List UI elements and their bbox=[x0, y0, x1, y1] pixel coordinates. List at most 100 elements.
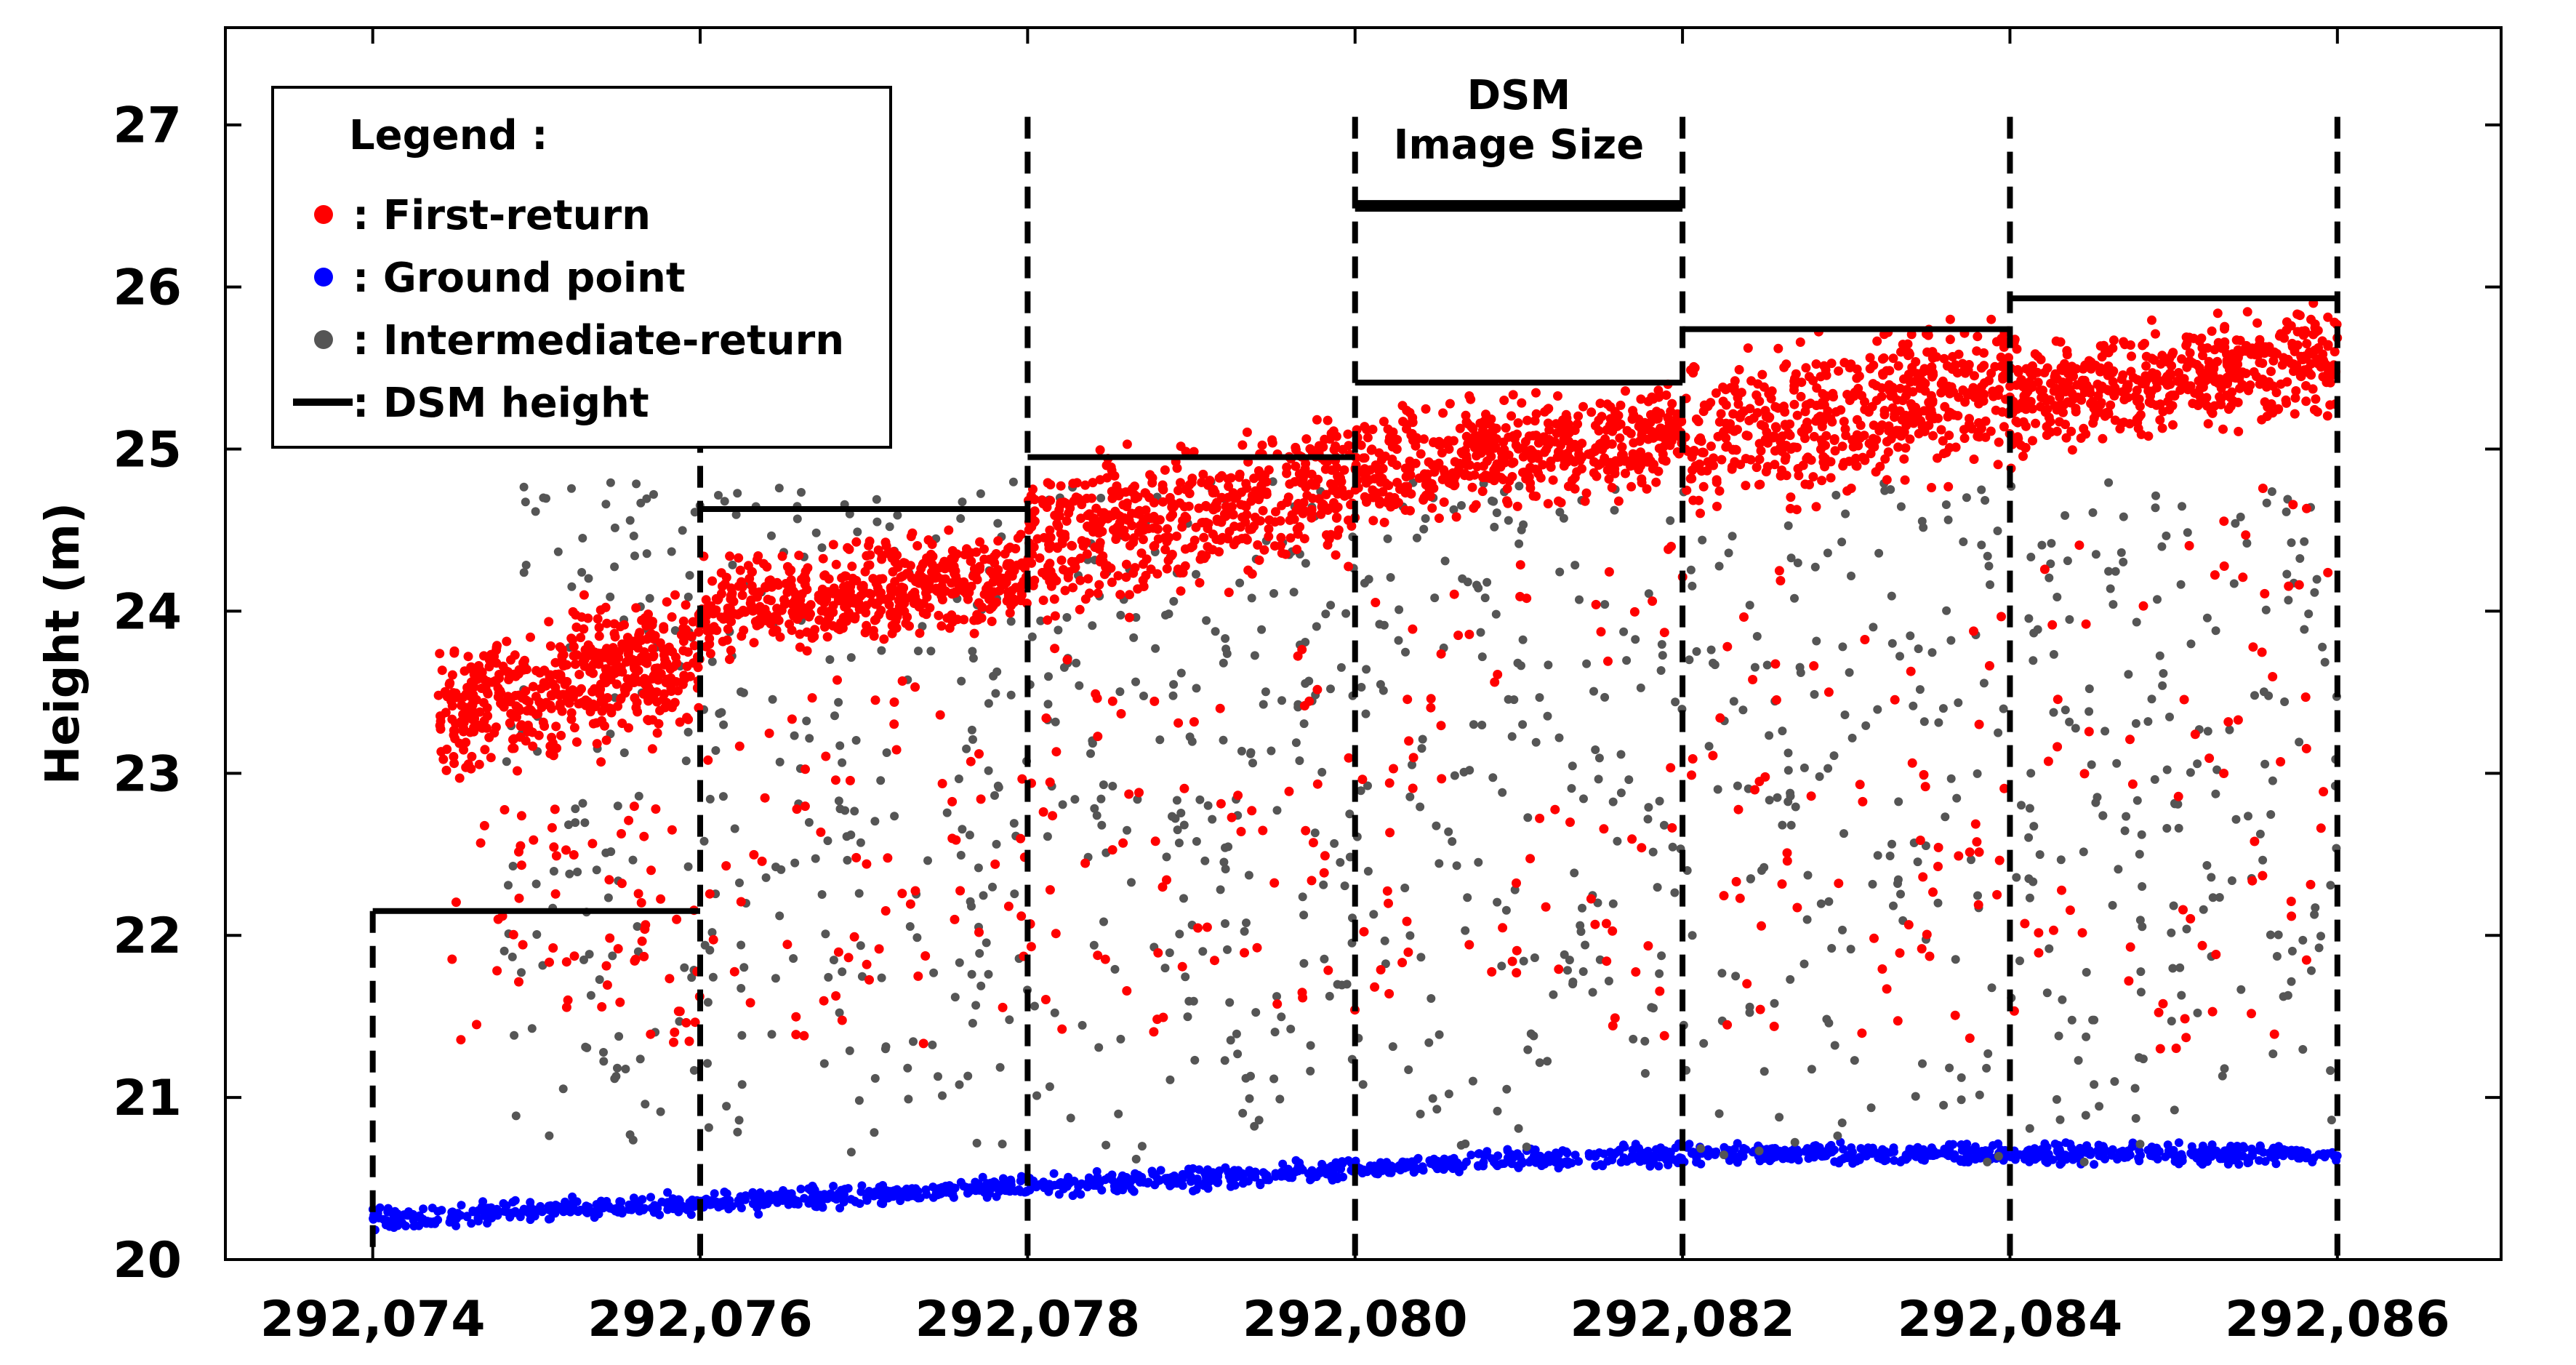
intermediate-point bbox=[1114, 1109, 1123, 1118]
first-return-point bbox=[1264, 532, 1274, 542]
first-return-point bbox=[452, 692, 462, 702]
intermediate-point bbox=[2047, 539, 2056, 548]
first-return-point bbox=[1229, 493, 1240, 503]
first-return-point bbox=[1107, 696, 1118, 706]
first-return-point bbox=[1597, 444, 1608, 455]
first-return-point bbox=[633, 643, 643, 653]
intermediate-point bbox=[1824, 1018, 1834, 1028]
intermediate-point bbox=[1977, 485, 1986, 495]
ground-point bbox=[453, 1209, 462, 1218]
intermediate-point bbox=[1720, 1150, 1728, 1159]
first-return-point bbox=[1247, 524, 1257, 535]
intermediate-point bbox=[1269, 1074, 1279, 1084]
ground-point bbox=[1763, 1148, 1773, 1158]
intermediate-point bbox=[1241, 1073, 1251, 1083]
first-return-point bbox=[1379, 517, 1389, 527]
intermediate-point bbox=[1952, 793, 1962, 803]
first-return-point bbox=[1586, 894, 1596, 904]
first-return-point bbox=[749, 849, 759, 860]
first-return-point bbox=[449, 646, 460, 656]
intermediate-point bbox=[1394, 636, 1403, 645]
intermediate-point bbox=[1973, 891, 1982, 900]
first-return-point bbox=[1045, 777, 1055, 788]
intermediate-point bbox=[2202, 861, 2212, 870]
intermediate-point bbox=[2024, 874, 2034, 884]
intermediate-point bbox=[1306, 1066, 1315, 1076]
intermediate-point bbox=[1631, 635, 1640, 644]
ground-point bbox=[1092, 1181, 1102, 1190]
intermediate-point bbox=[730, 824, 739, 833]
intermediate-point bbox=[1005, 1015, 1014, 1025]
intermediate-point bbox=[929, 968, 939, 977]
intermediate-point bbox=[1522, 1142, 1531, 1152]
first-return-point bbox=[1581, 488, 1592, 498]
first-return-point bbox=[1292, 545, 1302, 554]
first-return-point bbox=[1075, 575, 1086, 585]
ground-point bbox=[2161, 1152, 2170, 1161]
first-return-point bbox=[1177, 961, 1187, 972]
first-return-point bbox=[539, 721, 550, 731]
first-return-point bbox=[547, 822, 557, 833]
first-return-point bbox=[830, 775, 840, 785]
intermediate-point bbox=[567, 484, 576, 493]
first-return-point bbox=[548, 943, 558, 953]
first-return-point bbox=[549, 842, 559, 852]
first-return-point bbox=[1044, 540, 1054, 550]
first-return-point bbox=[1250, 512, 1260, 522]
ground-point bbox=[2239, 1142, 2248, 1151]
intermediate-point bbox=[1983, 1157, 1992, 1166]
first-return-point bbox=[1634, 450, 1645, 460]
intermediate-point bbox=[2114, 865, 2123, 874]
first-return-point bbox=[1575, 455, 1585, 465]
intermediate-point bbox=[2138, 922, 2147, 932]
intermediate-point bbox=[1658, 651, 1667, 660]
first-return-point bbox=[942, 613, 952, 623]
first-return-point bbox=[599, 672, 609, 682]
intermediate-point bbox=[2227, 876, 2236, 885]
first-return-point bbox=[1271, 507, 1280, 517]
first-return-point bbox=[447, 670, 457, 680]
ground-point bbox=[1278, 1159, 1288, 1169]
intermediate-point bbox=[967, 902, 976, 911]
first-return-point bbox=[671, 652, 681, 663]
intermediate-point bbox=[586, 990, 595, 1000]
first-return-point bbox=[747, 567, 757, 577]
first-return-point bbox=[1586, 449, 1595, 460]
first-return-point bbox=[631, 603, 641, 613]
ground-point bbox=[1165, 1181, 1175, 1190]
first-return-point bbox=[1130, 563, 1140, 573]
first-return-point bbox=[1091, 689, 1101, 699]
first-return-point bbox=[1229, 540, 1239, 550]
intermediate-point bbox=[1131, 1154, 1141, 1164]
intermediate-point bbox=[1044, 672, 1053, 681]
first-return-point bbox=[1501, 423, 1511, 433]
ground-point bbox=[1029, 1176, 1038, 1185]
intermediate-point bbox=[2320, 657, 2330, 667]
first-return-point bbox=[1628, 406, 1638, 416]
first-return-point bbox=[1269, 878, 1280, 888]
first-return-point bbox=[521, 686, 531, 696]
intermediate-point bbox=[1668, 842, 1677, 852]
first-return-point bbox=[1378, 463, 1388, 473]
intermediate-point bbox=[1096, 493, 1106, 503]
intermediate-point bbox=[2132, 617, 2141, 627]
intermediate-point bbox=[645, 593, 654, 603]
intermediate-point bbox=[1400, 884, 1410, 892]
first-return-point bbox=[1065, 503, 1075, 513]
first-return-point bbox=[1056, 555, 1067, 565]
first-return-point bbox=[1165, 492, 1175, 503]
first-return-point bbox=[667, 825, 677, 835]
intermediate-point bbox=[2135, 1053, 2143, 1062]
first-return-point bbox=[588, 718, 598, 729]
intermediate-point bbox=[1301, 559, 1310, 568]
first-return-point bbox=[1299, 701, 1309, 710]
first-return-point bbox=[1531, 491, 1541, 501]
first-return-point bbox=[1228, 510, 1238, 520]
first-return-point bbox=[982, 584, 991, 594]
first-return-point bbox=[841, 571, 851, 581]
intermediate-point bbox=[571, 818, 580, 828]
first-return-point bbox=[1490, 677, 1500, 687]
ground-point bbox=[717, 1201, 726, 1210]
first-return-point bbox=[646, 686, 656, 696]
first-return-point bbox=[723, 624, 733, 634]
